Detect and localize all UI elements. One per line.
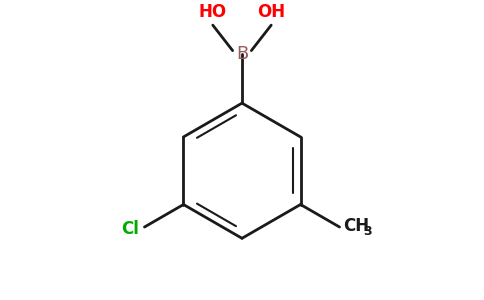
Text: CH: CH xyxy=(343,217,369,235)
Text: Cl: Cl xyxy=(121,220,139,238)
Text: B: B xyxy=(236,45,248,63)
Text: OH: OH xyxy=(257,3,285,21)
Text: 3: 3 xyxy=(363,225,372,238)
Text: HO: HO xyxy=(199,3,227,21)
